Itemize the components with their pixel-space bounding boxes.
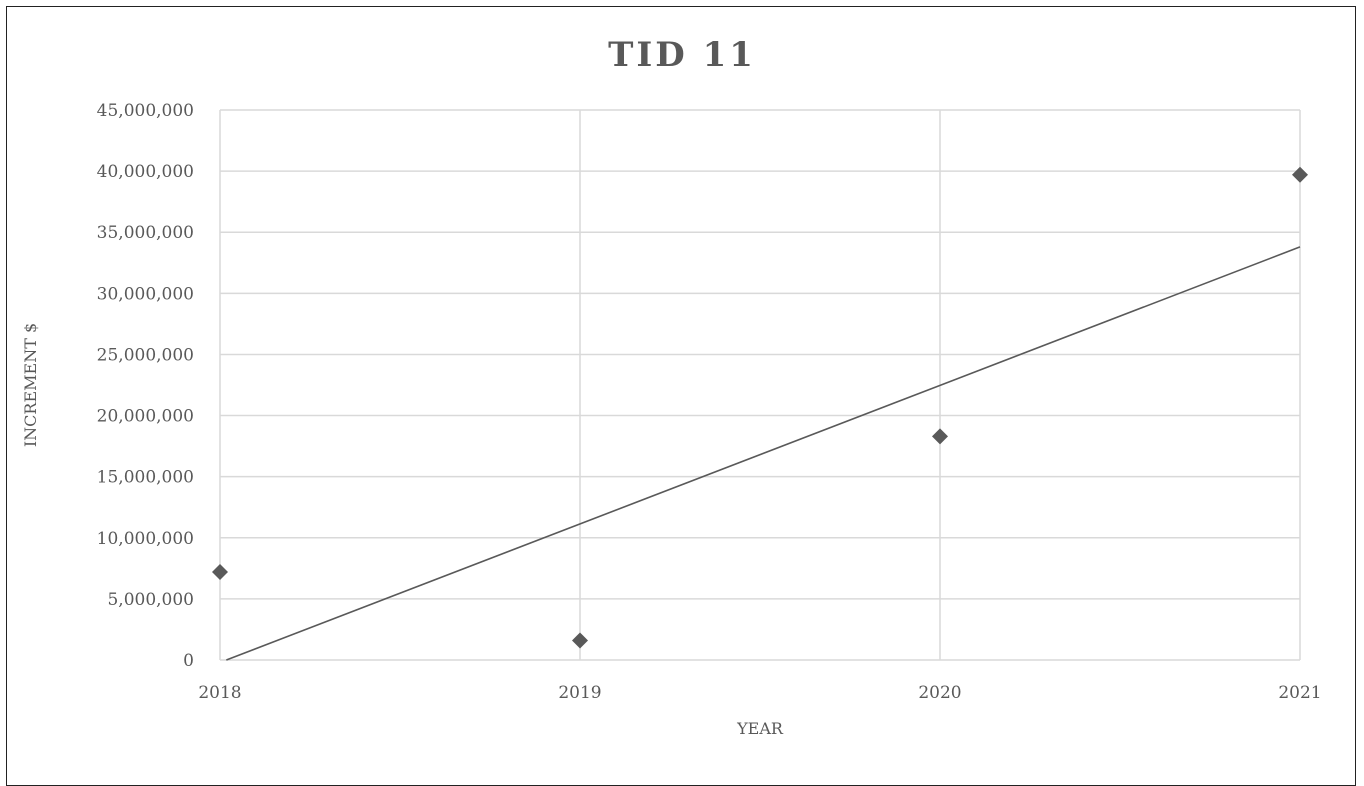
y-tick-label: 5,000,000: [107, 590, 194, 610]
y-tick-label: 30,000,000: [97, 284, 194, 304]
y-tick-label: 25,000,000: [97, 345, 194, 365]
chart-title: TID 11: [608, 35, 756, 75]
y-tick-label: 0: [183, 651, 194, 671]
x-tick-label: 2018: [198, 683, 241, 703]
data-points: [212, 166, 1308, 649]
chart-frame: [6, 6, 1356, 786]
y-tick-label: 10,000,000: [97, 529, 194, 549]
y-tick-label: 15,000,000: [97, 468, 194, 488]
x-tick-label: 2019: [558, 683, 601, 703]
data-point-marker: [1292, 166, 1308, 183]
trendline-layer: [226, 246, 1301, 661]
y-axis-label: INCREMENT $: [21, 323, 40, 447]
x-axis-label: YEAR: [736, 719, 784, 738]
data-point-marker: [932, 428, 948, 445]
x-tick-label: 2021: [1278, 683, 1321, 703]
y-tick-label: 35,000,000: [97, 223, 194, 243]
data-point-marker: [572, 632, 588, 649]
gridlines: [219, 109, 1301, 661]
x-tick-label: 2020: [918, 683, 961, 703]
y-tick-label: 20,000,000: [97, 407, 194, 427]
x-tick-labels: 2018 2019 2020 2021: [198, 683, 1321, 703]
y-tick-label: 40,000,000: [97, 162, 194, 182]
y-tick-labels: 0 5,000,000 10,000,000 15,000,000 20,000,000…: [97, 101, 194, 671]
trendline: [226, 246, 1301, 661]
chart-svg: TID 11 0 5,000,000 10,000,000 15,000,000 20,…: [21, 35, 1322, 738]
y-tick-label: 45,000,000: [97, 101, 194, 121]
data-point-marker: [212, 564, 228, 580]
